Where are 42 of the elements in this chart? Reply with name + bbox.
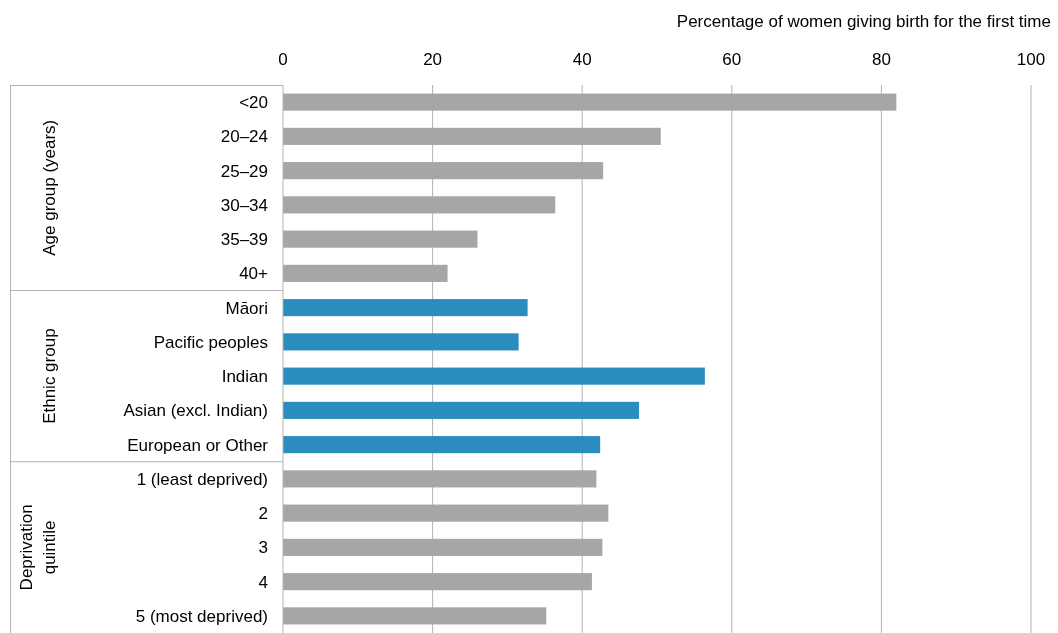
x-tick-label: 0 xyxy=(278,50,288,69)
x-tick-label: 40 xyxy=(572,50,592,69)
text: Age group (years) xyxy=(39,119,59,256)
bar xyxy=(283,538,603,556)
y-tick-label: 4 xyxy=(258,572,268,592)
bar xyxy=(283,299,528,317)
y-tick-label: 25–29 xyxy=(220,161,268,181)
y-tick-label: Māori xyxy=(225,298,268,318)
x-tick-label: 20 xyxy=(423,50,443,69)
y-tick-label: Pacific peoples xyxy=(153,332,268,352)
y-tick-label: 2 xyxy=(258,504,268,524)
bar xyxy=(283,264,448,282)
bar xyxy=(283,470,597,488)
bar xyxy=(283,573,592,591)
bar xyxy=(283,401,640,419)
y-tick-label: 20–24 xyxy=(220,127,268,147)
text: Deprivation quintile xyxy=(16,504,59,591)
bar xyxy=(283,504,609,522)
bar xyxy=(283,196,556,214)
x-tick-label: 100 xyxy=(1016,50,1046,69)
bar xyxy=(283,367,705,385)
bar xyxy=(283,230,478,248)
text: Ethnic group xyxy=(39,328,59,424)
y-tick-label: European or Other xyxy=(127,435,269,455)
y-tick-label: Indian xyxy=(221,367,268,387)
y-tick-label: 30–34 xyxy=(220,195,268,215)
bar xyxy=(283,607,547,625)
bar xyxy=(283,93,897,111)
y-tick-label: 1 (least deprived) xyxy=(136,469,268,489)
bar xyxy=(283,333,519,351)
y-tick-label: 5 (most deprived) xyxy=(135,606,268,626)
y-tick-label: 3 xyxy=(258,538,268,558)
y-tick-label: Asian (excl. Indian) xyxy=(123,401,268,421)
y-tick-label: <20 xyxy=(239,93,268,113)
x-tick-label: 60 xyxy=(722,50,742,69)
bar xyxy=(283,127,661,145)
bar xyxy=(283,436,601,454)
bar xyxy=(283,162,604,180)
x-tick-label: 80 xyxy=(871,50,891,69)
y-tick-label: 40+ xyxy=(239,264,269,284)
x-axis-title: Percentage of women giving birth for the first time xyxy=(676,12,1051,31)
y-tick-label: 35–39 xyxy=(220,230,268,250)
